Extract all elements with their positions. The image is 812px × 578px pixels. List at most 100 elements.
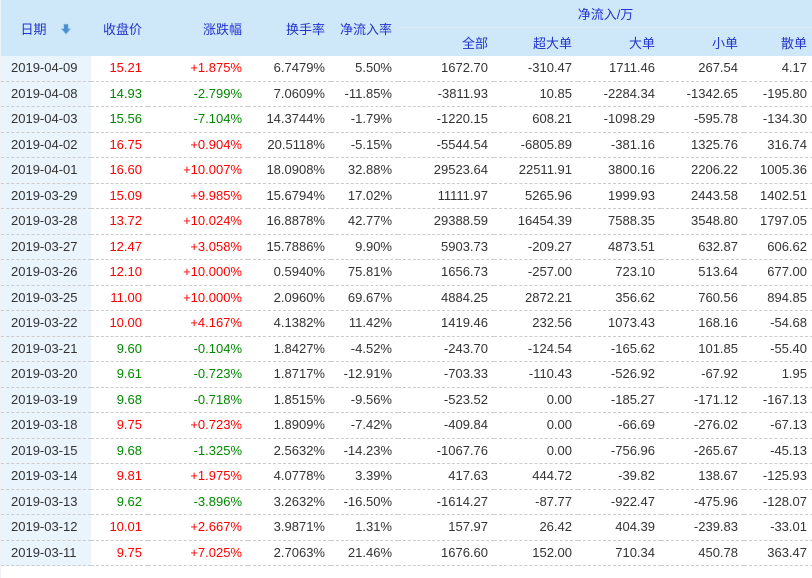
cell-inflow-retail: 1402.51 [744,183,812,209]
cell-inflow-super-large: 444.72 [494,463,578,490]
cell-inflow-rate: 17.02% [331,183,398,209]
cell-date: 2019-03-29 [1,183,91,209]
cell-inflow-small: 760.56 [661,285,744,311]
col-header-inflow-rate[interactable]: 净流入率 [331,0,398,56]
col-header-date[interactable]: 日期 [1,0,91,56]
col-header-inflow-small[interactable]: 小单 [661,27,744,56]
cell-date: 2019-04-03 [1,106,91,133]
table-row: 2019-04-03 15.56 -7.104% 14.3744% -1.79%… [1,106,812,133]
cell-turnover: 3.9871% [248,514,331,541]
table-row: 2019-04-09 15.21 +1.875% 6.7479% 5.50% 1… [1,56,812,82]
table-row: 2019-03-14 9.81 +1.975% 4.0778% 3.39% 41… [1,463,812,490]
cell-turnover: 3.2632% [248,489,331,515]
cell-turnover: 14.3744% [248,106,331,133]
cell-inflow-rate: 3.39% [331,463,398,490]
cell-inflow-rate: -4.52% [331,336,398,362]
cell-change: +7.025% [148,540,248,566]
col-header-change[interactable]: 涨跌幅 [148,0,248,56]
cell-inflow-rate: -16.50% [331,489,398,515]
cell-inflow-large: 356.62 [578,285,661,311]
cell-date: 2019-03-28 [1,208,91,235]
cell-inflow-all: 4884.25 [398,285,494,311]
cell-inflow-all: -1614.27 [398,489,494,515]
cell-inflow-rate: -1.79% [331,106,398,133]
table-row: 2019-03-29 15.09 +9.985% 15.6794% 17.02%… [1,183,812,209]
cell-inflow-rate: 75.81% [331,259,398,286]
cell-date: 2019-03-27 [1,234,91,260]
cell-inflow-large: 3800.16 [578,157,661,184]
cell-inflow-small: -475.96 [661,489,744,515]
cell-inflow-large: -1098.29 [578,106,661,133]
cell-inflow-small: -171.12 [661,387,744,413]
cell-inflow-retail: 4.17 [744,56,812,82]
cell-date: 2019-03-25 [1,285,91,311]
cell-inflow-large: 1073.43 [578,310,661,337]
cell-inflow-small: -1342.65 [661,81,744,107]
cell-turnover: 1.8909% [248,412,331,439]
cell-close: 12.10 [91,259,148,286]
cell-inflow-all: 29388.59 [398,208,494,235]
cell-date: 2019-03-22 [1,310,91,337]
cell-inflow-retail: 606.62 [744,234,812,260]
cell-inflow-super-large: -110.43 [494,361,578,388]
cell-close: 9.60 [91,336,148,362]
col-header-close[interactable]: 收盘价 [91,0,148,56]
cell-inflow-large: -165.62 [578,336,661,362]
col-header-inflow-large[interactable]: 大单 [578,27,661,56]
col-header-turnover[interactable]: 换手率 [248,0,331,56]
cell-change: +10.000% [148,285,248,311]
cell-change: -0.104% [148,336,248,362]
cell-inflow-small: 101.85 [661,336,744,362]
cell-inflow-super-large: 16454.39 [494,208,578,235]
cell-inflow-retail: 677.00 [744,259,812,286]
cell-date: 2019-04-02 [1,132,91,158]
cell-inflow-retail: -128.07 [744,489,812,515]
cell-close: 9.75 [91,540,148,566]
cell-change: -0.723% [148,361,248,388]
cell-inflow-large: -39.82 [578,463,661,490]
cell-turnover: 6.7479% [248,56,331,82]
cell-close: 9.61 [91,361,148,388]
cell-inflow-small: -276.02 [661,412,744,439]
cell-inflow-retail: 1797.05 [744,208,812,235]
cell-inflow-super-large: 2872.21 [494,285,578,311]
cell-inflow-rate: -5.15% [331,132,398,158]
cell-turnover: 1.8717% [248,361,331,388]
table-header: 日期 收盘价 涨跌幅 换手率 净流入率 净流入/万 全部 超大单 大单 小单 散… [1,0,812,56]
cell-change: -2.799% [148,81,248,107]
cell-inflow-super-large: 0.00 [494,438,578,464]
col-header-inflow-super-large[interactable]: 超大单 [494,27,578,56]
cell-date: 2019-04-09 [1,56,91,82]
cell-change: +3.058% [148,234,248,260]
cell-inflow-small: -265.67 [661,438,744,464]
cell-close: 13.72 [91,208,148,235]
cell-inflow-rate: -11.85% [331,81,398,107]
cell-close: 15.56 [91,106,148,133]
cell-date: 2019-03-14 [1,463,91,490]
cell-date: 2019-04-08 [1,81,91,107]
cell-inflow-rate: 21.46% [331,540,398,566]
cell-inflow-all: -5544.54 [398,132,494,158]
cell-change: +10.000% [148,259,248,286]
table-row: 2019-03-15 9.68 -1.325% 2.5632% -14.23% … [1,438,812,464]
cell-close: 10.01 [91,514,148,541]
col-header-inflow-retail[interactable]: 散单 [744,27,812,56]
cell-date: 2019-03-11 [1,540,91,566]
table-row: 2019-04-02 16.75 +0.904% 20.5118% -5.15%… [1,132,812,158]
cell-close: 15.09 [91,183,148,209]
sort-desc-icon[interactable] [59,23,72,35]
cell-inflow-retail: -195.80 [744,81,812,107]
cell-change: +2.667% [148,514,248,541]
cell-inflow-all: 5903.73 [398,234,494,260]
cell-turnover: 1.8427% [248,336,331,362]
table-row: 2019-04-08 14.93 -2.799% 7.0609% -11.85%… [1,81,812,107]
cell-inflow-retail: 363.47 [744,540,812,566]
cell-turnover: 2.0960% [248,285,331,311]
cell-inflow-super-large: -209.27 [494,234,578,260]
cell-inflow-super-large: -310.47 [494,56,578,82]
cell-inflow-large: 7588.35 [578,208,661,235]
cell-inflow-large: -66.69 [578,412,661,439]
col-header-inflow-all[interactable]: 全部 [398,27,494,56]
cell-date: 2019-04-01 [1,157,91,184]
